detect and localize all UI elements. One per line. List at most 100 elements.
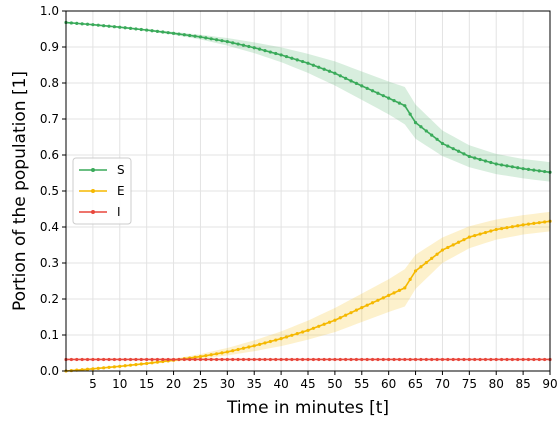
- x-axis-label: Time in minutes [t]: [226, 398, 389, 418]
- band-E: [66, 211, 550, 371]
- point-I: [537, 357, 541, 362]
- point-S: [494, 162, 498, 166]
- point-I: [166, 357, 170, 362]
- point-S: [354, 81, 358, 85]
- point-I: [188, 357, 192, 362]
- point-S: [139, 27, 143, 32]
- point-S: [392, 99, 396, 103]
- point-S: [161, 30, 165, 34]
- point-I: [333, 357, 337, 362]
- point-E: [220, 351, 224, 355]
- point-I: [419, 357, 423, 362]
- point-E: [236, 347, 240, 352]
- point-E: [301, 330, 305, 334]
- point-S: [435, 137, 439, 141]
- point-S: [440, 141, 445, 146]
- point-I: [521, 357, 525, 362]
- point-I: [456, 357, 461, 362]
- point-I: [397, 357, 402, 362]
- point-E: [123, 364, 127, 368]
- y-tick-label: 0.0: [40, 364, 59, 378]
- point-I: [494, 357, 498, 362]
- point-S: [80, 22, 84, 26]
- point-I: [145, 357, 149, 362]
- point-S: [145, 28, 149, 32]
- point-S: [424, 129, 428, 133]
- point-S: [209, 37, 213, 41]
- x-tick-label: 90: [542, 377, 557, 391]
- x-tick-label: 5: [89, 377, 97, 391]
- point-I: [155, 357, 160, 362]
- x-tick-label: 75: [462, 377, 477, 391]
- point-S: [462, 152, 466, 156]
- point-E: [451, 243, 455, 247]
- point-E: [435, 252, 439, 256]
- point-S: [258, 47, 262, 51]
- point-S: [166, 31, 170, 35]
- point-E: [231, 349, 235, 353]
- point-E: [467, 235, 471, 239]
- point-I: [295, 357, 299, 362]
- point-S: [306, 61, 310, 65]
- point-E: [252, 344, 256, 348]
- point-S: [397, 101, 402, 105]
- point-E: [258, 342, 262, 346]
- point-S: [365, 86, 369, 90]
- point-E: [413, 269, 418, 273]
- point-I: [354, 357, 358, 362]
- point-I: [349, 357, 353, 362]
- point-I: [365, 357, 369, 362]
- point-S: [516, 166, 520, 170]
- point-E: [241, 346, 246, 350]
- point-I: [526, 357, 531, 362]
- point-S: [381, 94, 385, 98]
- point-S: [75, 21, 79, 25]
- x-tick-label: 35: [247, 377, 262, 391]
- point-S: [317, 65, 321, 69]
- point-E: [543, 220, 547, 224]
- point-E: [408, 277, 412, 281]
- point-E: [360, 306, 364, 310]
- point-I: [424, 357, 428, 362]
- point-S: [112, 25, 116, 29]
- point-S: [295, 58, 299, 62]
- point-I: [85, 357, 90, 362]
- x-tick-label: 45: [300, 377, 315, 391]
- point-I: [171, 357, 176, 362]
- point-I: [446, 357, 450, 362]
- point-S: [188, 33, 192, 38]
- point-S: [268, 50, 272, 54]
- point-S: [128, 26, 133, 30]
- point-S: [107, 24, 111, 28]
- point-I: [279, 357, 283, 362]
- point-S: [543, 169, 547, 174]
- point-E: [214, 352, 219, 356]
- point-I: [214, 357, 219, 362]
- point-E: [317, 324, 321, 328]
- confidence-bands: [66, 22, 550, 371]
- point-S: [301, 59, 305, 64]
- y-tick-label: 1.0: [40, 4, 59, 18]
- point-S: [403, 104, 407, 108]
- x-tick-label: 65: [408, 377, 423, 391]
- x-tick-label: 85: [515, 377, 530, 391]
- point-S: [360, 84, 364, 88]
- point-I: [317, 357, 321, 362]
- point-S: [198, 35, 203, 39]
- point-I: [102, 357, 106, 362]
- point-I: [403, 357, 407, 362]
- point-E: [263, 341, 267, 345]
- point-E: [526, 222, 531, 226]
- point-I: [370, 357, 375, 362]
- point-S: [204, 36, 208, 40]
- point-S: [225, 40, 229, 44]
- point-S: [430, 133, 434, 137]
- point-I: [306, 357, 310, 362]
- point-I: [252, 357, 256, 362]
- point-E: [155, 360, 160, 364]
- point-S: [370, 89, 375, 93]
- y-axis-ticks: 0.0 0.1 0.2 0.3 0.4 0.5 0.6 0.7 0.8 0.9 1.0: [40, 4, 66, 378]
- point-I: [322, 357, 326, 362]
- point-I: [236, 357, 240, 362]
- point-S: [505, 164, 509, 168]
